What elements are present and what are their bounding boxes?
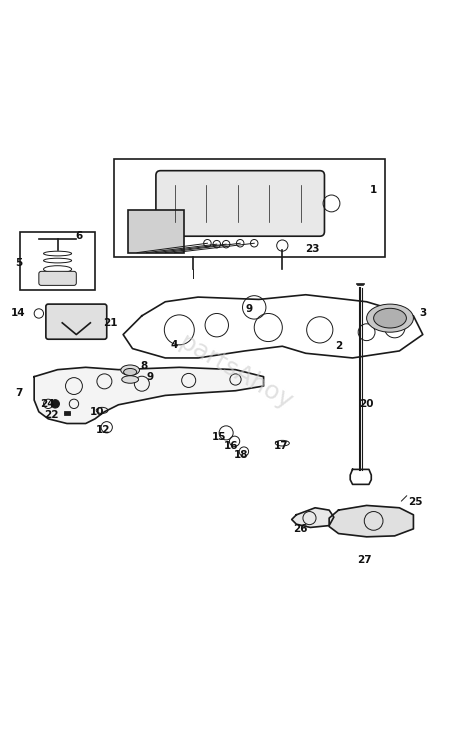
Text: 24: 24	[40, 399, 55, 409]
Text: 10: 10	[90, 407, 105, 417]
Circle shape	[51, 400, 59, 408]
FancyBboxPatch shape	[156, 170, 325, 236]
Ellipse shape	[121, 365, 139, 375]
Text: 4: 4	[171, 340, 179, 350]
Text: 5: 5	[16, 258, 23, 268]
Text: 7: 7	[16, 388, 23, 398]
Text: 27: 27	[357, 555, 372, 565]
Text: 12: 12	[96, 425, 111, 435]
Ellipse shape	[366, 304, 414, 333]
Text: 16: 16	[224, 441, 238, 451]
Polygon shape	[292, 508, 334, 527]
Text: 26: 26	[293, 524, 308, 534]
Text: 18: 18	[234, 450, 248, 461]
Polygon shape	[34, 368, 264, 423]
FancyBboxPatch shape	[46, 304, 107, 339]
Text: 8: 8	[140, 362, 148, 371]
FancyBboxPatch shape	[128, 211, 184, 253]
FancyBboxPatch shape	[114, 159, 385, 257]
Text: 22: 22	[44, 410, 58, 420]
Ellipse shape	[123, 368, 137, 376]
Text: 25: 25	[408, 497, 423, 507]
Text: 17: 17	[274, 441, 289, 451]
Text: 20: 20	[359, 399, 374, 409]
Text: 9: 9	[246, 304, 253, 314]
Text: 21: 21	[103, 318, 117, 328]
Text: 9: 9	[147, 372, 154, 382]
Text: 15: 15	[212, 432, 227, 442]
Text: 3: 3	[419, 309, 426, 318]
Text: 1: 1	[370, 185, 377, 196]
Text: 6: 6	[75, 231, 82, 241]
Text: 2: 2	[335, 341, 342, 350]
Text: 14: 14	[10, 309, 25, 318]
FancyBboxPatch shape	[20, 231, 95, 290]
Polygon shape	[329, 505, 414, 537]
Ellipse shape	[122, 376, 138, 383]
Text: 23: 23	[306, 244, 320, 254]
Ellipse shape	[374, 308, 406, 328]
FancyBboxPatch shape	[39, 272, 76, 286]
Text: partsAhoy: partsAhoy	[174, 330, 297, 414]
